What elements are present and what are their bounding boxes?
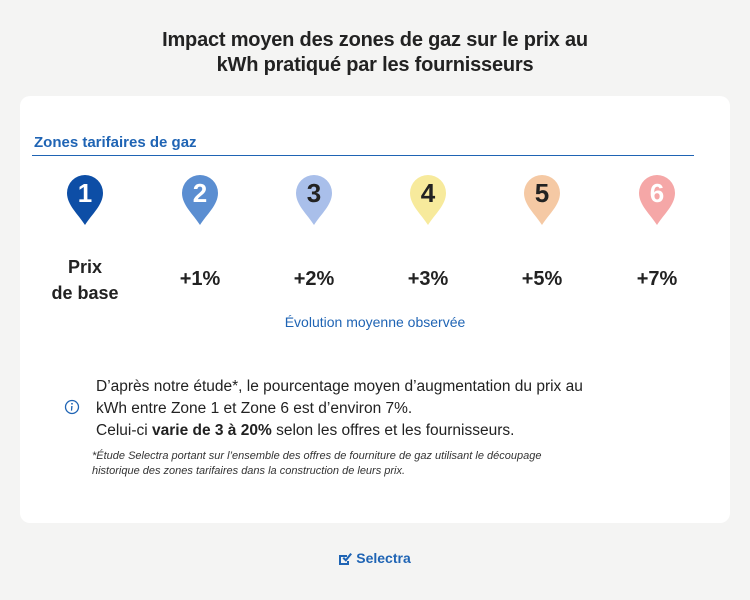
zone-number: 1	[78, 178, 92, 208]
zone-percentage-6: +7%	[636, 268, 678, 290]
map-pin-icon: 4	[410, 175, 446, 225]
zones-heading: Zones tarifaires de gaz	[34, 134, 197, 151]
zone-percentage-4: +3%	[407, 268, 449, 290]
info-icon	[64, 399, 80, 415]
map-pin-icon: 5	[524, 175, 560, 225]
map-pin-icon: 2	[182, 175, 218, 225]
zone-label-base: Prix de base	[30, 254, 140, 306]
zone-pin-5: 5	[492, 174, 592, 226]
zone-pin-4: 4	[378, 174, 478, 226]
brand-footer: Selectra	[0, 550, 750, 570]
zone-percentage-3: +2%	[293, 268, 335, 290]
info-line-3: Celui-ci varie de 3 à 20% selon les offr…	[96, 420, 706, 442]
brand-name: Selectra	[356, 550, 411, 566]
footnote-line-2: historique des zones tarifaires dans la …	[92, 465, 406, 477]
zone-pin-6: 6	[607, 174, 707, 226]
zone-number: 3	[307, 178, 321, 208]
divider	[32, 155, 694, 156]
info-text: D’après notre étude*, le pourcentage moy…	[96, 376, 706, 442]
zone-number: 4	[421, 178, 436, 208]
footnote-line-1: *Étude Selectra portant sur l’ensemble d…	[92, 450, 542, 462]
infographic-card: Zones tarifaires de gaz 1 Prix de base 2 +1%…	[20, 96, 730, 523]
info-line-1: D’après notre étude*, le pourcentage moy…	[96, 378, 583, 395]
zone-percentage-2: +1%	[179, 268, 221, 290]
info-line-3-start: Celui-ci	[96, 422, 152, 439]
map-pin-icon: 1	[67, 175, 103, 225]
title-line-2: kWh pratiqué par les fournisseurs	[216, 54, 534, 76]
title-line-1: Impact moyen des zones de gaz sur le pri…	[162, 29, 588, 51]
zone-number: 6	[650, 178, 664, 208]
zone-label-line-1: Prix	[67, 257, 103, 277]
checkmark-logo-icon	[339, 552, 353, 565]
zone-pin-3: 3	[264, 174, 364, 226]
zone-number: 5	[535, 178, 549, 208]
map-pin-icon: 6	[639, 175, 675, 225]
zone-pin-1: 1	[35, 174, 135, 226]
zones-row: 1 Prix de base 2 +1% 3 +2% 4 +3% 5 +5% 6 +7%	[20, 96, 730, 336]
footnote: *Étude Selectra portant sur l’ensemble d…	[92, 449, 652, 479]
evolution-label: Évolution moyenne observée	[284, 314, 466, 330]
info-line-2: kWh entre Zone 1 et Zone 6 est d’environ…	[96, 400, 413, 417]
map-pin-icon: 3	[296, 175, 332, 225]
info-line-3-end: selon les offres et les fournisseurs.	[271, 422, 515, 439]
info-line-3-bold: varie de 3 à 20%	[151, 422, 272, 439]
zone-percentage-5: +5%	[521, 268, 563, 290]
zone-number: 2	[193, 178, 207, 208]
zone-label-line-2: de base	[51, 283, 119, 303]
page-title: Impact moyen des zones de gaz sur le pri…	[0, 28, 750, 78]
zone-pin-2: 2	[150, 174, 250, 226]
